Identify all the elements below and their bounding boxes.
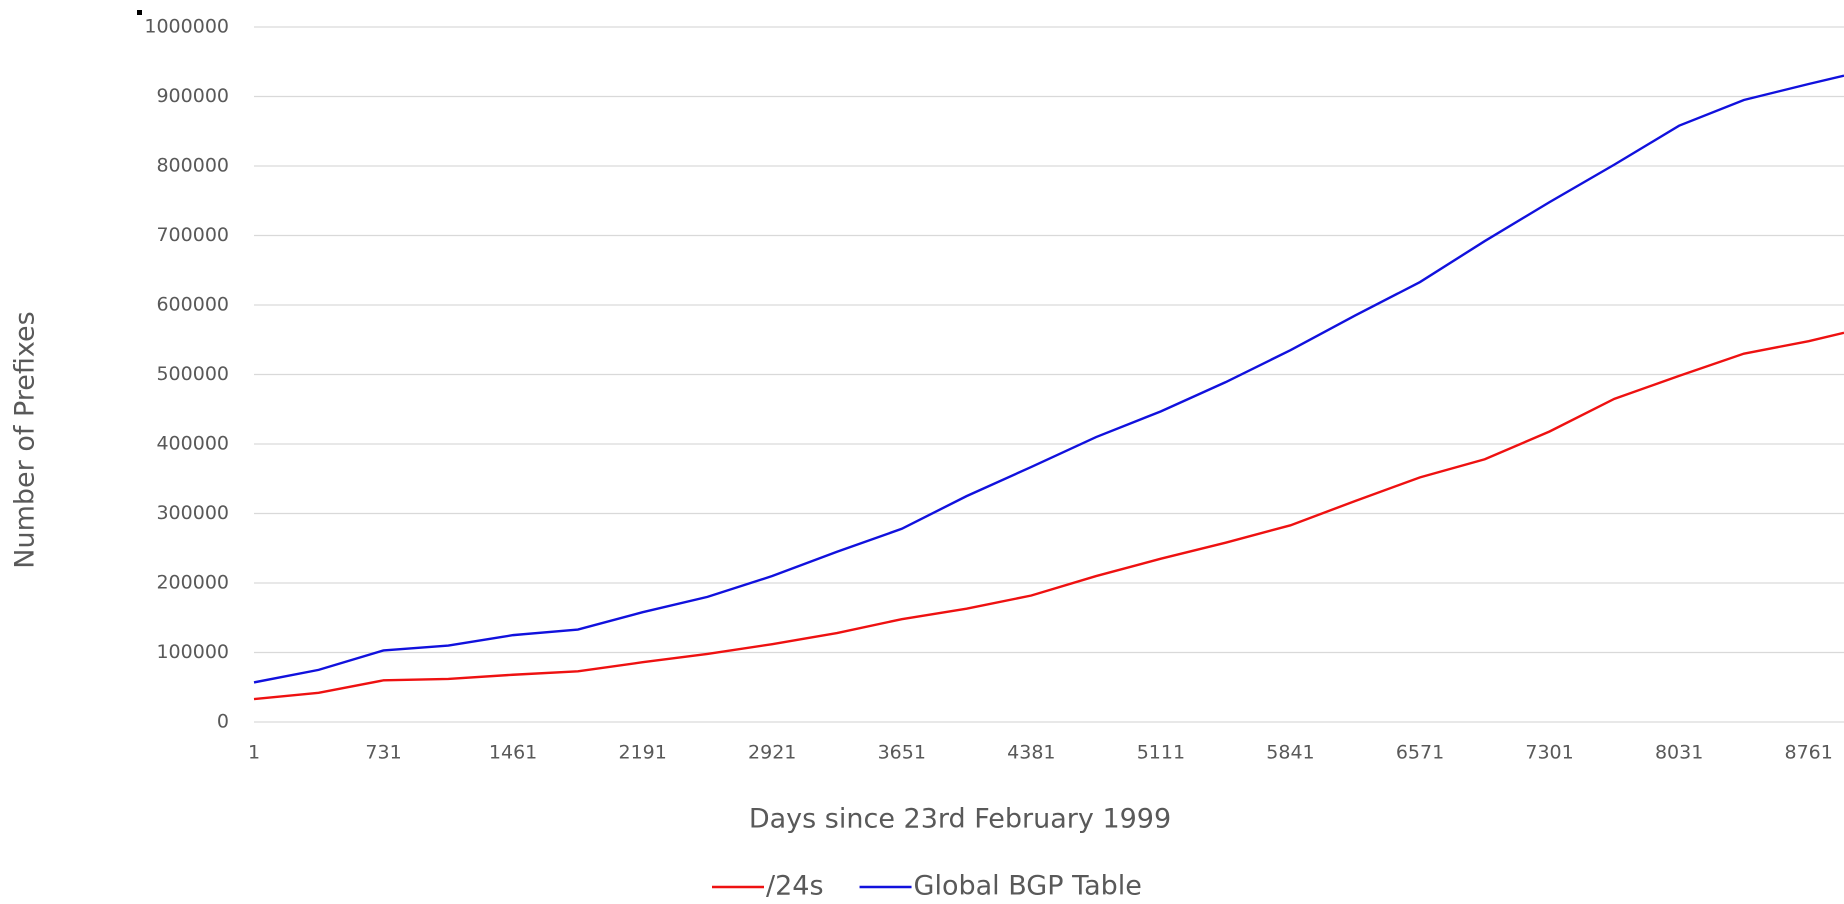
x-tick-label: 5841 xyxy=(1266,742,1314,764)
legend-label: /24s xyxy=(766,871,824,902)
y-tick-label: 500000 xyxy=(156,363,229,385)
x-tick-label: 2921 xyxy=(748,742,796,764)
x-tick-label: 5111 xyxy=(1137,742,1185,764)
x-tick-label: 2191 xyxy=(618,742,666,764)
x-axis-title: Days since 23rd February 1999 xyxy=(749,804,1171,835)
x-tick-label: 1 xyxy=(248,742,260,764)
y-tick-label: 700000 xyxy=(156,224,229,246)
y-axis-title: Number of Prefixes xyxy=(10,311,41,568)
y-tick-label: 800000 xyxy=(156,155,229,177)
x-tick-label: 731 xyxy=(365,742,401,764)
y-tick-label: 200000 xyxy=(156,572,229,594)
x-tick-label: 1461 xyxy=(489,742,537,764)
y-tick-label: 300000 xyxy=(156,502,229,524)
x-tick-label: 8031 xyxy=(1655,742,1703,764)
y-tick-label: 1000000 xyxy=(144,16,229,38)
y-tick-label: 900000 xyxy=(156,85,229,107)
y-tick-label: 400000 xyxy=(156,433,229,455)
legend-label: Global BGP Table xyxy=(914,871,1142,902)
x-tick-label: 6571 xyxy=(1396,742,1444,764)
x-tick-label: 4381 xyxy=(1007,742,1055,764)
marker xyxy=(137,10,142,15)
x-tick-label: 8761 xyxy=(1785,742,1833,764)
y-tick-label: 100000 xyxy=(156,641,229,663)
x-tick-label: 3651 xyxy=(878,742,926,764)
series-line xyxy=(253,331,1844,701)
series-line xyxy=(253,74,1844,684)
x-tick-label: 7301 xyxy=(1525,742,1573,764)
y-tick-label: 0 xyxy=(217,711,229,733)
y-tick-label: 600000 xyxy=(156,294,229,316)
